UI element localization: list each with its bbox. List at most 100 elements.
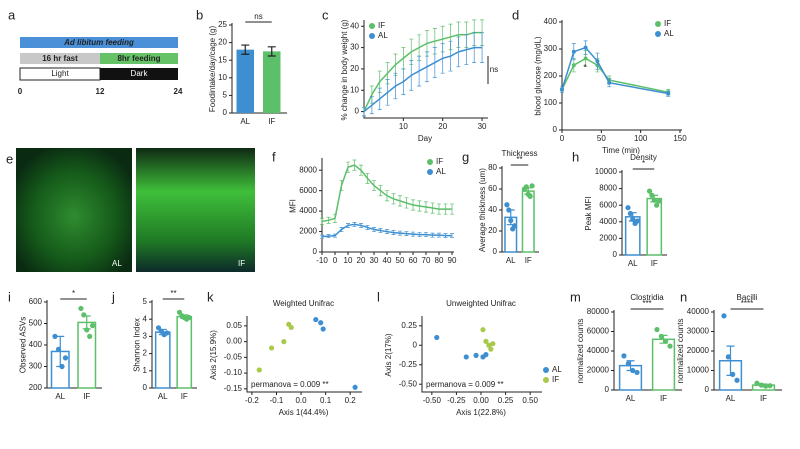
x-tick-label: 60 xyxy=(409,256,418,265)
legend-label: IF xyxy=(436,157,443,166)
data-point xyxy=(621,353,627,359)
significance-label: ns xyxy=(490,65,498,74)
y-tick-label: 10000 xyxy=(687,366,710,375)
chart-n: n Bacilli 0 10000 20000 30000 40000normalized … xyxy=(676,289,782,403)
x-tick-label: -0.2 xyxy=(245,396,259,405)
data-point xyxy=(490,341,496,347)
data-point xyxy=(630,367,636,374)
y-tick-label: 0 xyxy=(613,250,618,259)
dark-text: Dark xyxy=(131,69,149,78)
y-tick-label: 10 xyxy=(350,85,359,94)
panel-label: c xyxy=(322,7,329,22)
y-tick-label: 60 xyxy=(488,184,497,193)
data-point xyxy=(656,198,662,204)
data-point xyxy=(483,338,489,344)
x-tick-label: AL xyxy=(506,256,516,265)
series-line xyxy=(321,164,452,223)
y-tick-label: 2000 xyxy=(299,227,317,236)
x-axis-label: Axis 1(44.4%) xyxy=(279,408,329,417)
annotation: permanova = 0.009 ** xyxy=(251,380,329,389)
data-point xyxy=(658,333,664,339)
y-tick-label: 0 xyxy=(705,385,710,394)
panel-label: k xyxy=(207,289,214,304)
y-tick-label: 400 xyxy=(544,17,558,26)
legend-marker xyxy=(427,169,433,175)
x-tick-label: 0.50 xyxy=(522,396,538,405)
y-tick-label: 20000 xyxy=(687,346,710,355)
data-point xyxy=(483,352,489,358)
data-point xyxy=(529,183,535,189)
error-bar xyxy=(320,217,324,225)
y-tick-label: 30000 xyxy=(687,327,710,336)
legend-label: IF xyxy=(378,21,385,30)
axes xyxy=(421,316,542,393)
x-tick-label: 20 xyxy=(357,256,366,265)
data-point xyxy=(463,354,469,360)
data-point xyxy=(352,384,358,390)
data-point xyxy=(473,352,479,358)
y-tick-label: 5 xyxy=(143,297,148,306)
data-point xyxy=(634,369,640,376)
fast-text: 16 hr fast xyxy=(42,54,78,63)
data-point xyxy=(84,327,90,333)
data-point xyxy=(730,371,736,377)
data-point xyxy=(758,382,764,388)
y-tick-label: 20 xyxy=(350,64,359,73)
y-tick-label: 400 xyxy=(29,340,43,349)
x-axis-label: Day xyxy=(418,134,432,143)
y-tick-label: 80 xyxy=(488,163,497,172)
panel-label: g xyxy=(462,149,469,164)
chart-m: m Clostridia020000400006000080000normaliz… xyxy=(570,289,682,403)
data-point xyxy=(634,218,641,224)
chart-title: Clostridia xyxy=(630,293,664,302)
y-tick-label: 600 xyxy=(29,297,43,306)
x-tick-label: 20 xyxy=(438,122,447,131)
y-tick-label: 2 xyxy=(143,349,148,358)
error-bar xyxy=(480,32,485,63)
y-tick-label: 100 xyxy=(544,98,558,107)
y-axis-label: blood glucose (mg/dL) xyxy=(533,36,542,115)
x-tick-label: 100 xyxy=(634,134,648,143)
data-point xyxy=(288,324,294,331)
data-point xyxy=(651,197,657,203)
significance-label: * xyxy=(72,289,75,298)
data-point xyxy=(630,216,636,222)
x-tick-label: 50 xyxy=(597,134,606,143)
panel-label: h xyxy=(572,149,579,164)
legend-label: IF xyxy=(664,19,671,28)
y-tick-label: 15 xyxy=(218,55,227,64)
data-point xyxy=(318,320,324,326)
y-tick-label: 4000 xyxy=(599,217,617,226)
legend-marker xyxy=(369,23,375,29)
legend-marker xyxy=(655,31,661,37)
y-tick-label: -0.50 xyxy=(399,379,418,388)
x-axis-label: Axis 1(22.8%) xyxy=(456,408,506,417)
light-text: Light xyxy=(51,69,69,78)
data-point xyxy=(511,223,518,229)
data-point xyxy=(87,333,93,339)
panel-label: n xyxy=(680,289,687,304)
x-tick-label: AL xyxy=(726,394,736,403)
bar xyxy=(646,197,663,256)
panel-label: l xyxy=(377,289,380,304)
y-axis-label: Observed ASVs xyxy=(18,317,27,373)
x-tick-label: 0 xyxy=(333,256,338,265)
time-tick: 24 xyxy=(174,87,183,96)
chart-title: Thickness xyxy=(501,149,537,158)
data-point xyxy=(281,339,287,345)
data-point xyxy=(763,383,769,389)
data-point xyxy=(725,354,731,360)
y-tick-label: 4000 xyxy=(299,206,317,215)
bar xyxy=(154,331,171,389)
bar xyxy=(521,190,535,253)
micrograph xyxy=(16,148,132,272)
y-tick-label: 20 xyxy=(218,38,227,47)
data-point xyxy=(313,316,319,323)
bar xyxy=(236,49,254,113)
data-point xyxy=(434,334,440,341)
data-point xyxy=(523,184,529,190)
y-axis-label: % change in body weight (g) xyxy=(340,19,349,120)
y-tick-label: 40000 xyxy=(687,307,710,316)
